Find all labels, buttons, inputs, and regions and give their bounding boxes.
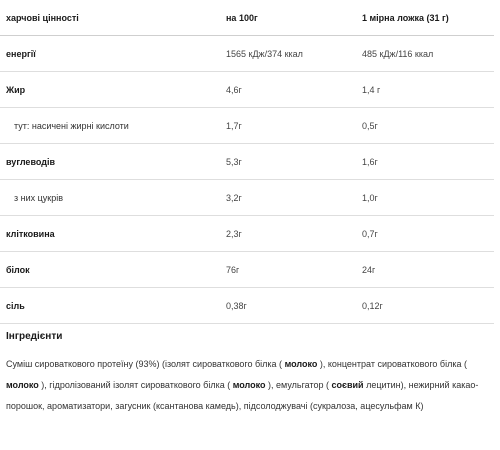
value-per-scoop: 1,0г (362, 179, 494, 216)
header-per-100g: на 100г (226, 0, 362, 36)
ingredient-text: Суміш сироваткового протеїну (93%) (ізол… (6, 359, 285, 369)
ingredient-text: ), емульгатор ( (265, 380, 332, 390)
nutrition-table-body: енергії 1565 кДж/374 ккал 485 кДж/116 ккал… (0, 35, 494, 324)
table-header-row: харчові цінності на 100г 1 мірна ложка (… (0, 0, 494, 36)
value-per-100g: 1565 кДж/374 ккал (226, 35, 362, 72)
nutrition-table: харчові цінності на 100г 1 мірна ложка (… (0, 0, 494, 324)
value-per-100g: 0,38г (226, 287, 362, 324)
ingredients-text: Суміш сироваткового протеїну (93%) (ізол… (6, 354, 494, 417)
table-row: вуглеводів 5,3г 1,6г (0, 143, 494, 180)
value-per-scoop: 0,7г (362, 215, 494, 252)
table-row: Жир 4,6г 1,4 г (0, 71, 494, 108)
value-per-scoop: 1,4 г (362, 71, 494, 108)
value-per-100g: 76г (226, 251, 362, 288)
ingredient-text: лецитин), нежирний какао-порошок, аромат… (6, 380, 479, 411)
table-row: тут: насичені жирні кислоти 1,7г 0,5г (0, 107, 494, 144)
table-row: білок 76г 24г (0, 251, 494, 288)
nutrient-name: сіль (0, 287, 226, 324)
value-per-scoop: 1,6г (362, 143, 494, 180)
header-per-scoop: 1 мірна ложка (31 г) (362, 0, 494, 36)
table-row: з них цукрів 3,2г 1,0г (0, 179, 494, 216)
nutrient-name: білок (0, 251, 226, 288)
nutrient-name: Жир (0, 71, 226, 108)
table-row: сіль 0,38г 0,12г (0, 287, 494, 324)
ingredients-title: Інгредієнти (6, 331, 63, 342)
value-per-scoop: 0,12г (362, 287, 494, 324)
ingredient-text: ), концентрат сироваткового білка ( (317, 359, 467, 369)
nutrient-name: вуглеводів (0, 143, 226, 180)
allergen-text: соєвий (331, 380, 364, 390)
value-per-scoop: 24г (362, 251, 494, 288)
nutrient-name: тут: насичені жирні кислоти (0, 107, 226, 144)
nutrient-name: клітковина (0, 215, 226, 252)
table-row: клітковина 2,3г 0,7г (0, 215, 494, 252)
value-per-100g: 3,2г (226, 179, 362, 216)
value-per-100g: 4,6г (226, 71, 362, 108)
table-row: енергії 1565 кДж/374 ккал 485 кДж/116 ккал (0, 35, 494, 72)
header-nutrition: харчові цінності (0, 0, 226, 36)
value-per-scoop: 485 кДж/116 ккал (362, 35, 494, 72)
ingredient-text: ), гідролізований ізолят сироваткового б… (38, 380, 233, 390)
allergen-text: молоко (232, 380, 266, 390)
nutrient-name: енергії (0, 35, 226, 72)
value-per-100g: 5,3г (226, 143, 362, 180)
allergen-text: молоко (284, 359, 318, 369)
nutrient-name: з них цукрів (0, 179, 226, 216)
value-per-100g: 2,3г (226, 215, 362, 252)
value-per-100g: 1,7г (226, 107, 362, 144)
allergen-text: молоко (6, 380, 39, 390)
value-per-scoop: 0,5г (362, 107, 494, 144)
